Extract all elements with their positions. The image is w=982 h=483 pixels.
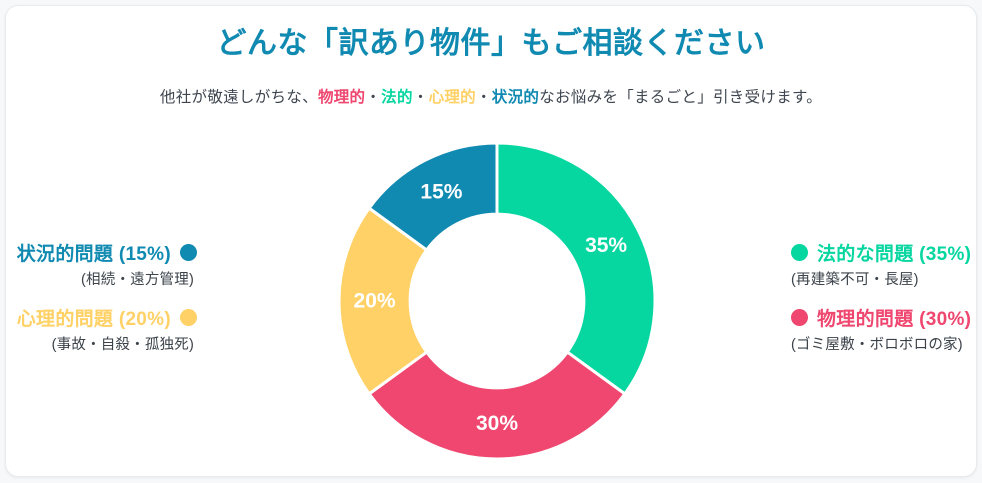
donut-segment-法的な問題	[495, 141, 657, 396]
donut-segment-状況的問題	[367, 141, 499, 252]
legend-item-left-1: 心理的問題 (20%) (事故・自殺・孤独死)	[17, 305, 197, 354]
page-title: どんな「訳あり物件」もご相談ください	[216, 27, 766, 60]
subtitle-segment: 他社が敬遠しがちな、	[159, 89, 318, 106]
legend-label-legal: 法的な問題 (35%)	[817, 243, 972, 265]
legend-label-physical: 物理的問題 (30%)	[817, 308, 972, 330]
legend-label-situational: 状況的問題 (15%)	[16, 243, 171, 265]
subtitle-segment: ・	[412, 89, 429, 106]
legend-dot-yellow-icon	[180, 308, 197, 326]
legend-main: 法的な問題 (35%)	[791, 240, 972, 265]
legend-item-left-0: 状況的問題 (15%) (相続・遠方管理)	[17, 240, 197, 289]
subtitle-segment: 心理的	[428, 89, 476, 106]
page-subtitle: 他社が敬遠しがちな、物理的・法的・心理的・状況的なお悩みを「まるごと」引き受けま…	[0, 87, 982, 109]
legend-item-right-1: 物理的問題 (30%) (ゴミ屋敷・ボロボロの家)	[791, 305, 971, 354]
slice-label-状況的問題: 15%	[420, 180, 462, 203]
legend-sub-psychological: (事故・自殺・孤独死)	[51, 337, 194, 353]
subtitle-segment: なお悩みを「まるごと」引き受けます。	[539, 89, 823, 106]
legend-dot-blue-icon	[180, 243, 197, 261]
legend-main: 心理的問題 (20%)	[16, 305, 197, 330]
legend-label-psychological: 心理的問題 (20%)	[16, 308, 171, 330]
slice-label-心理的問題: 20%	[354, 290, 396, 313]
subtitle-segment: 物理的	[317, 89, 366, 106]
subtitle-segment: 状況的	[491, 89, 540, 106]
legend-dot-pink-icon	[791, 308, 808, 326]
legend-sub-physical: (ゴミ屋敷・ボロボロの家)	[791, 337, 963, 353]
donut-chart: 35% 30% 20% 15%	[337, 141, 657, 461]
legend-sub-situational: (相続・遠方管理)	[81, 272, 194, 288]
legend-main: 状況的問題 (15%)	[16, 240, 197, 265]
slice-label-法的な問題: 35%	[585, 234, 627, 257]
legend-item-right-0: 法的な問題 (35%) (再建築不可・長屋)	[791, 240, 971, 289]
slice-label-物理的問題: 30%	[476, 412, 518, 435]
donut-segment-物理的問題	[367, 350, 627, 461]
subtitle-segment: ・	[475, 89, 492, 106]
subtitle-segment: 法的	[381, 89, 413, 106]
legend-dot-green-icon	[791, 243, 808, 261]
subtitle-segment: ・	[365, 89, 382, 106]
legend-sub-legal: (再建築不可・長屋)	[791, 272, 919, 288]
legend-main: 物理的問題 (30%)	[791, 305, 972, 330]
